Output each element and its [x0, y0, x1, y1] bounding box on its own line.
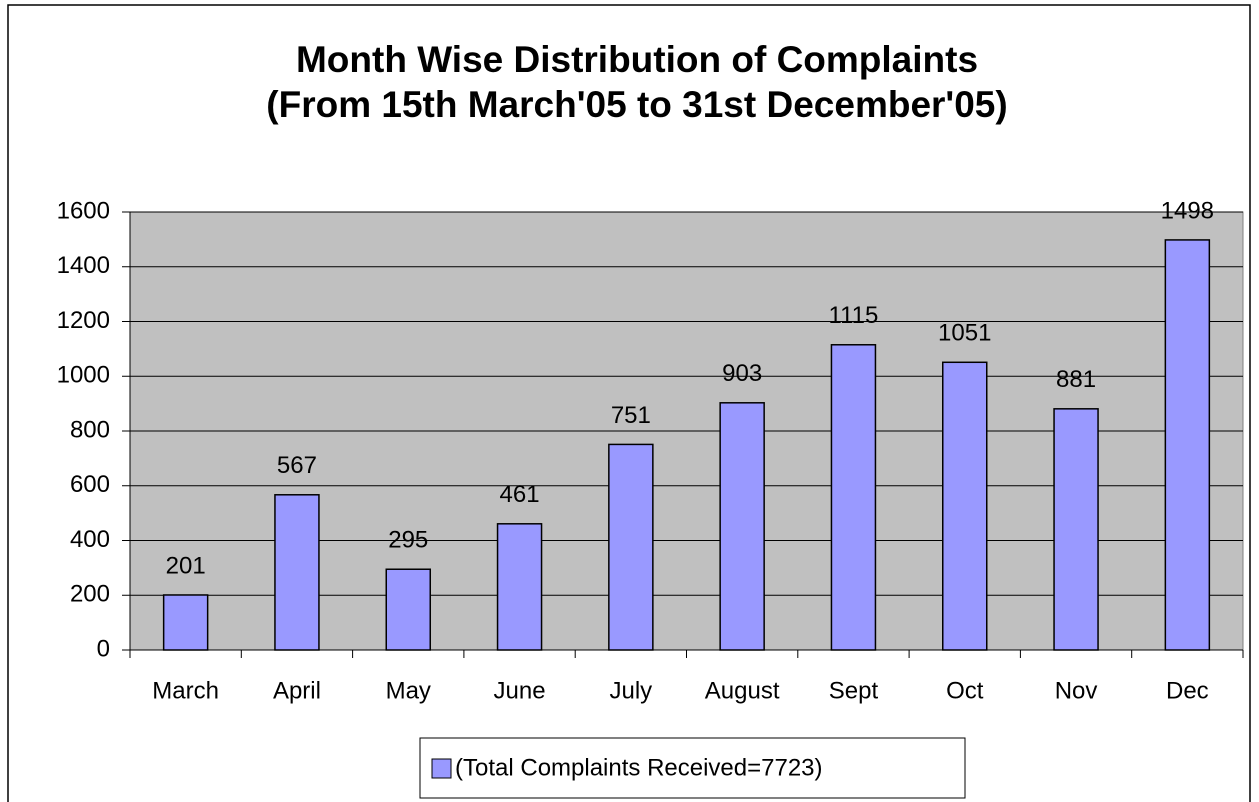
y-tick-label: 200 — [70, 581, 110, 608]
y-tick-label: 1600 — [57, 197, 110, 224]
bar — [162, 594, 209, 651]
x-tick-label: July — [610, 677, 653, 704]
chart-title: Month Wise Distribution of Complaints — [296, 39, 978, 80]
y-tick-label: 1200 — [57, 307, 110, 334]
chart-frame — [7, 4, 1251, 802]
bar — [496, 523, 543, 651]
data-label: 295 — [388, 527, 428, 554]
data-label: 1051 — [938, 320, 991, 347]
x-tick-label: August — [705, 677, 780, 704]
legend-label: (Total Complaints Received=7723) — [455, 754, 823, 781]
y-tick-label: 0 — [97, 635, 110, 662]
bar — [274, 494, 320, 651]
legend — [419, 737, 966, 799]
data-label: 881 — [1056, 366, 1096, 393]
legend-swatch — [431, 758, 452, 779]
x-tick-label: Oct — [946, 677, 984, 704]
data-label: 751 — [611, 402, 651, 429]
chart-title: (From 15th March'05 to 31st December'05) — [266, 84, 1007, 125]
x-tick-label: March — [152, 677, 219, 704]
bar — [608, 443, 654, 651]
y-tick-label: 600 — [70, 471, 110, 498]
bar — [942, 361, 988, 651]
y-tick-label: 1400 — [57, 252, 110, 279]
data-label: 903 — [722, 360, 762, 387]
x-tick-label: Nov — [1055, 677, 1098, 704]
data-label: 461 — [500, 481, 540, 508]
bar — [385, 568, 431, 651]
x-tick-label: Sept — [829, 677, 879, 704]
data-label: 1498 — [1161, 197, 1214, 224]
y-tick-label: 400 — [70, 526, 110, 553]
bar — [830, 344, 877, 651]
data-label: 567 — [277, 452, 317, 479]
bar — [719, 402, 765, 651]
data-label: 201 — [166, 552, 206, 579]
x-tick-label: Dec — [1166, 677, 1209, 704]
bar — [1053, 408, 1099, 651]
x-tick-label: June — [494, 677, 546, 704]
y-tick-label: 800 — [70, 416, 110, 443]
bar — [1164, 239, 1211, 651]
x-tick-label: April — [273, 677, 321, 704]
y-tick-label: 1000 — [57, 362, 110, 389]
x-tick-label: May — [386, 677, 431, 704]
data-label: 1115 — [829, 302, 879, 329]
